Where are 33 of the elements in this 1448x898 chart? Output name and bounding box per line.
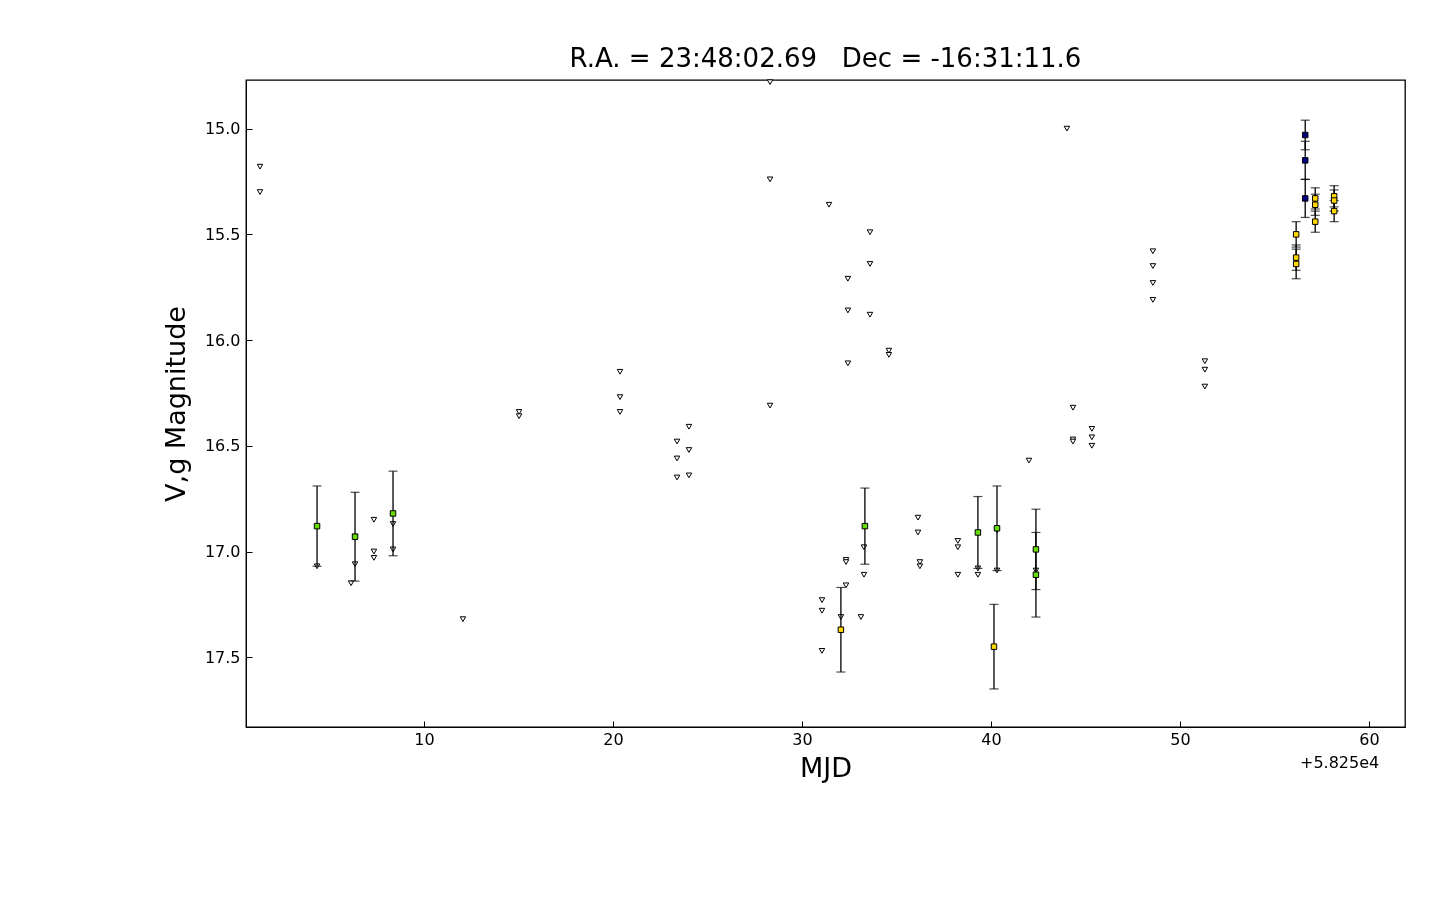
y-axis-title: V,g Magnitude [159, 306, 191, 502]
point [861, 522, 869, 530]
point [1032, 571, 1040, 578]
point [1301, 195, 1309, 202]
y-tick-label: 16.0 [204, 330, 241, 350]
x-tick-label: 30 [792, 729, 813, 749]
y-tick-label: 16.5 [204, 436, 241, 456]
x-tick-label: 20 [603, 729, 624, 749]
point [974, 529, 982, 536]
x-axis-title: MJD [799, 751, 853, 783]
point [1301, 157, 1309, 164]
chart-title: R.A. = 23:48:02.69 Dec = -16:31:11.6 [569, 42, 1082, 73]
y-tick-label: 15.0 [204, 119, 241, 139]
point [1292, 254, 1300, 261]
y-tick-label: 15.5 [204, 224, 241, 244]
point [1292, 260, 1300, 268]
point [313, 522, 321, 530]
point [837, 626, 845, 633]
x-tick-label: 10 [414, 729, 435, 749]
text: +5.825e4 [1300, 753, 1380, 772]
x-tick-label: 40 [981, 729, 1002, 749]
y-tick-label: 17.5 [204, 647, 241, 667]
point [990, 643, 998, 650]
y-tick-label: 17.0 [204, 542, 241, 562]
x-tick-label: 60 [1359, 729, 1380, 749]
point [1312, 195, 1319, 202]
point [1301, 131, 1309, 139]
x-tick-label: 50 [1170, 729, 1191, 749]
point [389, 510, 397, 517]
point [1312, 201, 1319, 208]
point [1032, 546, 1040, 553]
point [1312, 218, 1319, 225]
point [1292, 231, 1300, 238]
